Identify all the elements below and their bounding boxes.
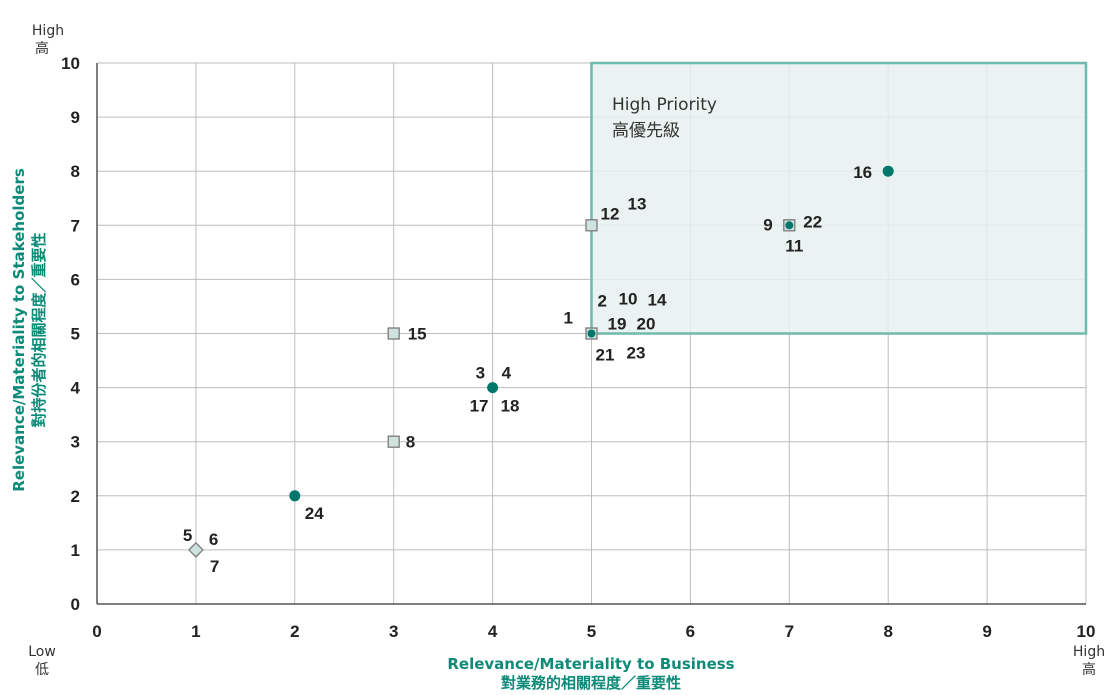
point-label-9: 9: [763, 215, 772, 234]
y-tick-label: 4: [71, 379, 81, 398]
y-tick-label: 10: [61, 54, 80, 73]
y-tick-label: 8: [71, 162, 80, 181]
data-point-8: [387, 435, 400, 448]
axes: [96, 63, 1086, 605]
y-tick-label: 9: [71, 108, 80, 127]
x-axis-title-zh: 對業務的相關程度／重要性: [501, 674, 681, 692]
point-label-11: 11: [785, 236, 803, 255]
y-high-label: High: [32, 23, 64, 39]
point-label-2: 2: [598, 292, 607, 311]
data-point-24: [289, 490, 301, 502]
x-tick-label: 0: [92, 622, 101, 641]
point-label-22: 22: [803, 212, 822, 231]
x-low-label: Low: [28, 644, 56, 660]
point-label-6: 6: [209, 530, 218, 549]
point-label-19: 19: [608, 315, 627, 334]
point-label-24: 24: [305, 504, 324, 523]
x-tick-label: 8: [883, 622, 892, 641]
y-tick-labels: 0 1 2 3 4 5 6 7 8 9 10: [61, 54, 80, 614]
x-tick-label: 4: [488, 622, 498, 641]
y-axis-title-zh: 對持份者的相關程度／重要性: [30, 232, 48, 427]
point-label-3: 3: [476, 364, 485, 383]
point-label-16: 16: [853, 163, 872, 182]
data-point-3-4-17-18: [487, 382, 499, 394]
x-high-label-zh: 高: [1082, 661, 1096, 678]
data-point-9-22-11-dot: [785, 221, 794, 230]
data-point-12-13: [585, 219, 598, 232]
point-label-14: 14: [648, 291, 667, 310]
y-high-label-zh: 高: [35, 40, 49, 57]
data-points: [187, 165, 894, 558]
point-label-13: 13: [628, 194, 647, 213]
high-priority-region: [590, 61, 1088, 335]
region-label: High Priority: [612, 95, 717, 115]
point-label-4: 4: [502, 364, 512, 383]
y-tick-label: 3: [71, 433, 80, 452]
data-point-15: [387, 327, 400, 340]
x-tick-label: 10: [1077, 622, 1096, 641]
point-label-20: 20: [637, 315, 656, 334]
data-point-16: [882, 165, 894, 177]
data-point-1-2-10-14-19-20-21-23-dot: [587, 329, 596, 338]
x-tick-labels: 0 1 2 3 4 5 6 7 8 9 10: [92, 622, 1095, 641]
x-low-label-zh: 低: [35, 662, 49, 678]
point-label-10: 10: [619, 290, 638, 309]
point-label-12: 12: [601, 204, 620, 223]
y-tick-label: 2: [71, 487, 80, 506]
y-tick-label: 1: [71, 541, 80, 560]
point-label-18: 18: [501, 397, 520, 416]
y-tick-label: 7: [71, 216, 80, 235]
point-label-17: 17: [470, 397, 489, 416]
y-tick-label: 0: [71, 595, 80, 614]
y-tick-label: 5: [71, 325, 80, 344]
y-tick-label: 6: [71, 270, 80, 289]
x-high-label: High: [1073, 644, 1105, 660]
x-tick-label: 6: [686, 622, 695, 641]
point-label-1: 1: [564, 309, 573, 328]
x-axis-title: Relevance/Materiality to Business: [447, 655, 734, 673]
point-label-8: 8: [406, 433, 415, 452]
point-label-7: 7: [210, 557, 219, 576]
x-tick-label: 9: [982, 622, 991, 641]
x-tick-label: 7: [785, 622, 794, 641]
x-tick-label: 1: [191, 622, 200, 641]
point-label-15: 15: [408, 325, 427, 344]
data-point-5-6-7: [187, 541, 204, 558]
x-tick-label: 3: [389, 622, 398, 641]
point-label-23: 23: [627, 344, 646, 363]
point-label-5: 5: [183, 526, 192, 545]
x-tick-label: 2: [290, 622, 299, 641]
point-label-21: 21: [596, 346, 615, 365]
y-axis-title: Relevance/Materiality to Stakeholders: [10, 168, 28, 492]
region-label-zh: 高優先級: [612, 121, 680, 141]
x-tick-label: 5: [587, 622, 596, 641]
